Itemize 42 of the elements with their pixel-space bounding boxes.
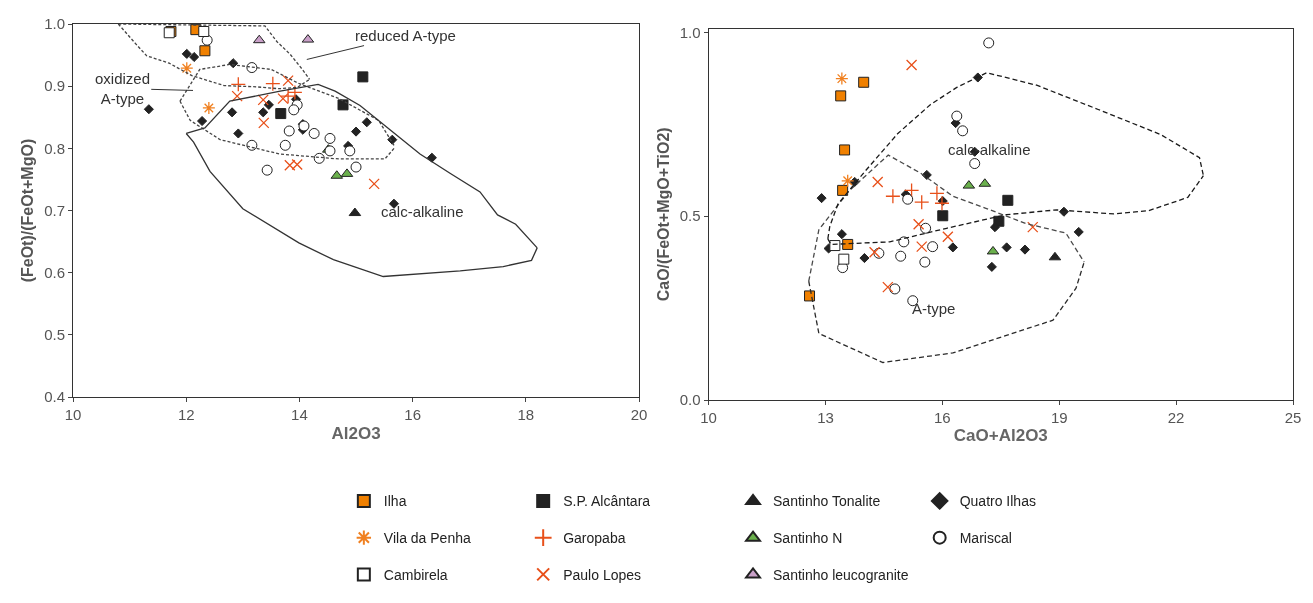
x-tick-label: 12 [177,406,195,424]
legend-label: Santinho leucogranite [773,566,909,583]
x-tick-label: 10 [700,409,717,426]
y-tick-label: 1.0 [679,23,701,41]
legend-label: S.P. Alcântara [563,493,651,510]
legend-label: Paulo Lopes [563,566,642,583]
x-tick-label: 14 [291,406,308,424]
x-tick-label: 19 [1050,409,1068,426]
legend-label: Ilha [383,493,407,510]
annotation: calc-alkaline [381,203,464,220]
legend-label: Santinho N [773,530,843,547]
y-tick-label: 0.8 [44,139,65,157]
annotation: oxidized A-type [95,70,151,107]
x-axis-title: CaO+Al2O3 [953,426,1048,446]
y-tick-label: 1.0 [44,15,65,33]
x-tick-label: 25 [1284,409,1302,426]
y-tick-label: 0.7 [44,201,65,219]
y-tick-label: 0.5 [679,207,701,225]
legend-label: Vila da Penha [383,530,471,547]
annotation: A-type [912,300,956,317]
x-tick-label: 22 [1167,409,1185,426]
x-tick-label: 16 [404,406,421,424]
x-tick-label: 10 [64,406,82,424]
y-tick-label: 0.6 [44,264,65,282]
x-axis-title: Al2O3 [331,423,381,443]
legend-label: Santinho Tonalite [773,493,881,510]
legend-label: Quatro Ilhas [959,493,1036,510]
x-tick-label: 13 [817,409,834,426]
annotation: calc-alkaline [948,141,1031,158]
y-axis-title: (FeOt)/(FeOt+MgO) [19,138,37,283]
legend-label: Mariscal [959,530,1012,547]
y-axis-title: CaO/(FeOt+MgO+TiO2) [654,127,672,302]
x-tick-label: 18 [517,406,535,424]
y-tick-label: 0.5 [44,326,65,344]
y-tick-label: 0.9 [44,77,65,95]
y-tick-label: 0.4 [44,388,65,406]
x-tick-label: 20 [630,406,648,424]
annotation: reduced A-type [355,27,456,44]
x-tick-label: 16 [934,409,951,426]
legend-label: Cambirela [383,566,448,583]
legend-label: Garopaba [563,530,626,547]
y-tick-label: 0.0 [679,391,701,409]
